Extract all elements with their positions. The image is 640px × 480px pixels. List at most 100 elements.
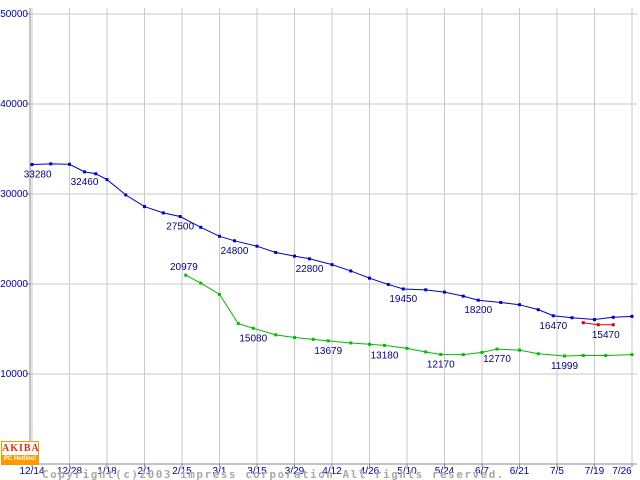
x-tick-label: 6/21 [510, 466, 530, 477]
x-tick-label: 4/12 [322, 466, 342, 477]
price-new-red-marker [596, 323, 600, 327]
price-labels: 33280 32460 27500 24800 22800 19450 18200 16470… [24, 169, 620, 372]
x-tick-label: 3/15 [247, 466, 267, 477]
x-tick-label: 5/10 [397, 466, 417, 477]
price-low-green-marker [604, 354, 608, 358]
price-high-blue-marker [161, 211, 165, 215]
price-label: 20979 [170, 262, 198, 273]
price-low-green-marker [293, 336, 296, 340]
y-tick-label: 50000 [0, 9, 28, 20]
price-low-green-marker [383, 343, 386, 347]
price-high-blue-marker [68, 162, 71, 166]
series-price-high-blue [30, 162, 634, 322]
y-tick-label: 40000 [0, 99, 28, 110]
x-tick-label: 5/24 [435, 466, 455, 477]
copyright-line: Copyright(c)2003 impress corporation All… [42, 468, 505, 480]
price-label: 27500 [166, 222, 194, 233]
akiba-pc-hotline-logo: AKIBA PC Hotline! [1, 441, 39, 465]
price-low-green-marker [251, 326, 255, 330]
price-low-green-marker [495, 347, 499, 351]
price-high-blue-marker [178, 215, 182, 218]
price-high-blue-marker [593, 318, 596, 322]
price-high-blue-line [31, 163, 633, 321]
price-high-blue-marker [199, 225, 203, 229]
price-low-green-marker [184, 273, 188, 277]
price-low-green-marker [349, 341, 353, 345]
price-low-green-marker [439, 352, 443, 356]
price-low-green-marker [630, 353, 634, 357]
price-label: 19450 [389, 294, 417, 305]
price-low-green-marker [581, 354, 585, 358]
price-high-blue-marker [499, 300, 503, 304]
price-high-blue-marker [424, 288, 428, 292]
x-tick-label: 1/18 [97, 466, 117, 477]
y-tick-label: 10000 [0, 369, 28, 380]
price-low-green-marker [368, 342, 371, 346]
price-high-blue-marker [94, 172, 98, 176]
price-low-green-marker [536, 352, 540, 356]
y-axis-tick-labels: 10000 20000 30000 40000 50000 [0, 9, 28, 380]
price-high-blue-marker [368, 276, 371, 280]
x-axis-tick-labels: 12/14 12/28 1/18 2/1 2/15 3/1 3/15 3/29 4/12 4/26… [19, 466, 632, 477]
price-high-blue-marker [443, 290, 446, 294]
price-label: 22800 [296, 264, 324, 275]
price-low-green-marker [311, 337, 315, 341]
price-label: 18200 [464, 305, 492, 316]
price-low-green-marker [424, 350, 428, 354]
price-high-blue-marker [233, 239, 236, 243]
price-low-green-marker [274, 333, 278, 337]
price-label: 16470 [539, 321, 567, 332]
price-high-blue-marker [476, 298, 480, 302]
x-tick-label: 6/7 [475, 466, 489, 477]
price-high-blue-marker [308, 257, 311, 261]
x-tick-label: 2/1 [138, 466, 152, 477]
price-high-blue-marker [255, 244, 259, 248]
x-tick-label: 7/26 [612, 466, 632, 477]
price-low-green-marker [480, 350, 484, 354]
logo-akiba-text: AKIBA [2, 442, 40, 455]
price-new-red-marker [581, 321, 585, 325]
x-tick-label: 3/29 [285, 466, 305, 477]
price-high-blue-marker [401, 287, 405, 291]
price-high-blue-marker [124, 193, 128, 197]
price-low-green-marker [199, 281, 203, 285]
price-high-blue-marker [293, 254, 296, 258]
price-high-blue-marker [551, 314, 555, 318]
price-low-green-marker [518, 348, 521, 352]
price-high-blue-marker [274, 251, 278, 254]
series-price-low-green [184, 273, 634, 358]
grid-lines [30, 8, 637, 464]
price-high-blue-marker [611, 315, 615, 319]
footer-branding: AKIBA PC Hotline! Copyright(c)2003 impre… [1, 441, 505, 480]
price-low-green-marker [563, 354, 566, 358]
price-high-blue-marker [461, 294, 465, 298]
series-price-new-red [581, 321, 615, 327]
price-high-blue-marker [105, 178, 109, 182]
price-label: 12770 [483, 354, 511, 365]
price-high-blue-marker [630, 314, 634, 318]
price-label: 13679 [314, 346, 342, 357]
price-high-blue-marker [386, 282, 390, 286]
price-high-blue-marker [570, 316, 574, 320]
axes [26, 8, 637, 467]
y-tick-label: 30000 [0, 189, 28, 200]
y-tick-label: 20000 [0, 279, 28, 290]
price-high-blue-marker [218, 234, 221, 238]
price-high-blue-marker [349, 269, 353, 273]
x-tick-label: 12/28 [57, 466, 82, 477]
footer-text-block: Copyright(c)2003 impress corporation All… [42, 441, 505, 480]
x-tick-label: 2/15 [172, 466, 192, 477]
x-tick-label: 12/14 [19, 466, 44, 477]
price-label: 33280 [24, 169, 52, 180]
price-low-green-marker [405, 346, 409, 350]
x-tick-label: 7/5 [550, 466, 564, 477]
price-low-green-marker [326, 339, 330, 343]
price-high-blue-marker [330, 263, 334, 267]
logo-pchotline-text: PC Hotline! [2, 455, 38, 464]
price-low-green-marker [236, 322, 240, 326]
price-high-blue-marker [143, 205, 146, 209]
price-label: 15080 [239, 333, 267, 344]
price-label: 11999 [551, 361, 579, 372]
